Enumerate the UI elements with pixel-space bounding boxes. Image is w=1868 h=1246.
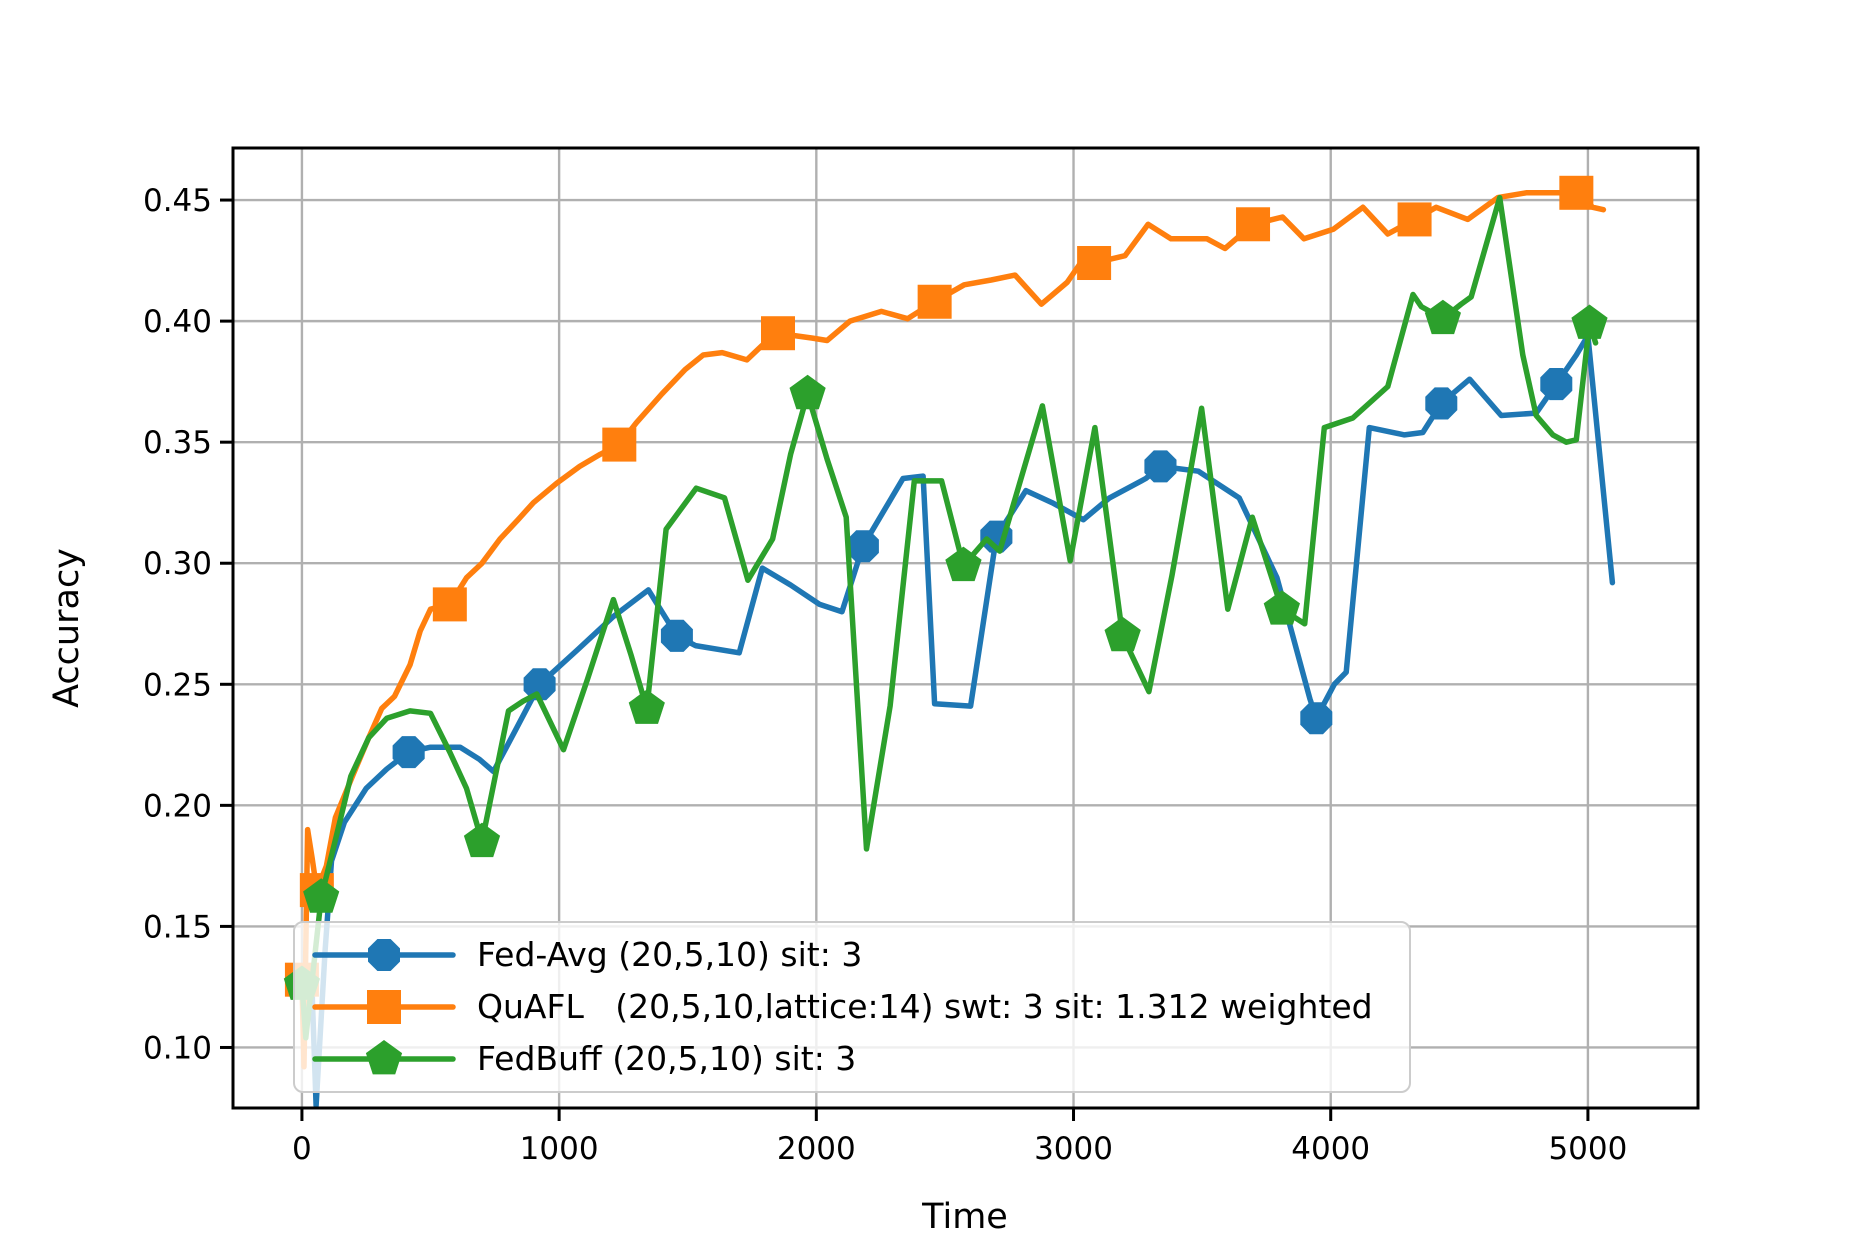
legend-label-quafl: QuAFL (20,5,10,lattice:14) swt: 3 sit: 1… (477, 987, 1373, 1026)
svg-text:5000: 5000 (1548, 1131, 1627, 1167)
svg-text:0.15: 0.15 (143, 909, 212, 945)
legend-item-quafl: QuAFL (20,5,10,lattice:14) swt: 3 sit: 1… (309, 981, 1395, 1033)
fed-avg-line-sample-icon (312, 939, 456, 971)
svg-text:0.25: 0.25 (143, 667, 212, 703)
svg-text:0.35: 0.35 (143, 425, 212, 461)
axes (220, 146, 1700, 1121)
quafl-line-sample-icon (312, 990, 456, 1024)
svg-text:0: 0 (292, 1131, 312, 1167)
legend-item-fedbuff: FedBuff (20,5,10) sit: 3 (309, 1033, 1395, 1085)
y-axis-label: Accuracy (47, 548, 87, 708)
svg-text:0.30: 0.30 (143, 546, 212, 582)
legend: Fed-Avg (20,5,10) sit: 3 QuAFL (20,5,10,… (293, 921, 1411, 1093)
data-series (283, 175, 1616, 1109)
svg-text:0.20: 0.20 (143, 788, 212, 824)
fedbuff-line-sample-icon (312, 1040, 456, 1075)
svg-text:0.40: 0.40 (143, 304, 212, 340)
svg-text:0.10: 0.10 (143, 1030, 212, 1066)
legend-item-fed-avg: Fed-Avg (20,5,10) sit: 3 (309, 929, 1395, 981)
legend-label-fed-avg: Fed-Avg (20,5,10) sit: 3 (477, 935, 863, 974)
svg-text:3000: 3000 (1034, 1131, 1113, 1167)
svg-text:0.45: 0.45 (143, 183, 212, 219)
svg-text:1000: 1000 (520, 1131, 599, 1167)
x-axis-label: Time (921, 1197, 1008, 1237)
legend-label-fedbuff: FedBuff (20,5,10) sit: 3 (477, 1039, 857, 1078)
svg-text:2000: 2000 (777, 1131, 856, 1167)
tick-labels: 0 1000 2000 3000 4000 5000 0.10 0.15 0.20 0.25 0.3… (143, 183, 1627, 1167)
svg-text:4000: 4000 (1291, 1131, 1370, 1167)
